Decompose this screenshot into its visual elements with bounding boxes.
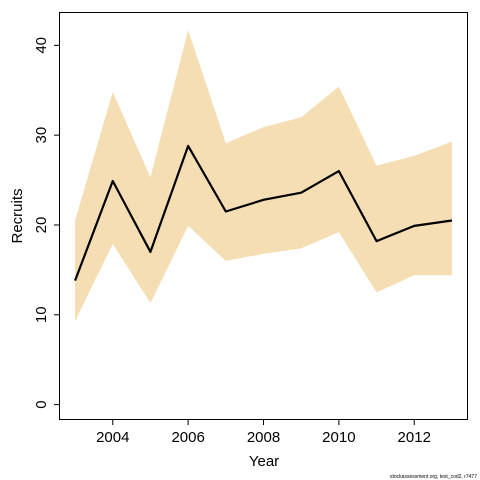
x-tick-label: 2004 <box>96 429 129 446</box>
series-line-recruits <box>74 144 453 282</box>
confidence-band-layer <box>75 30 452 322</box>
y-tick-label: 10 <box>33 306 50 323</box>
series-line-layer <box>74 144 453 282</box>
x-axis: 2004 2006 2008 2010 2012 <box>96 419 431 446</box>
x-tick-label: 2006 <box>171 429 204 446</box>
y-tick-label: 40 <box>33 37 50 54</box>
footer-note: stockassessment.org, test_cod2, r7477 <box>390 474 477 480</box>
y-axis-label: Recruits <box>9 188 26 243</box>
y-tick-label: 20 <box>33 217 50 234</box>
confidence-band <box>75 30 452 322</box>
y-axis: 0 10 20 30 40 <box>33 37 60 409</box>
x-tick-label: 2010 <box>322 429 355 446</box>
y-tick-label: 0 <box>33 400 50 408</box>
x-tick-label: 2012 <box>398 429 431 446</box>
x-axis-label: Year <box>249 453 279 470</box>
x-tick-label: 2008 <box>247 429 280 446</box>
y-tick-label: 30 <box>33 127 50 144</box>
